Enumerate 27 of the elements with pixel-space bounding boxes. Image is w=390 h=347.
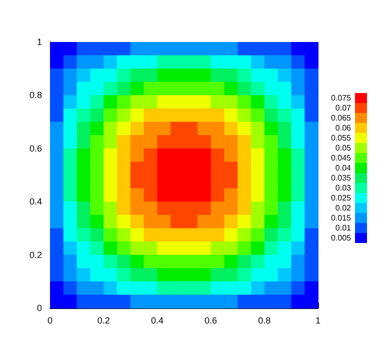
y-tick-label: 0.6	[29, 143, 42, 154]
color-bar-label: 0.035	[330, 174, 352, 182]
y-tick-label: 0.4	[29, 196, 42, 207]
color-bar-label: 0.065	[330, 114, 352, 122]
x-tick-label: 1	[315, 316, 321, 326]
y-tick-label: 0	[36, 303, 42, 313]
x-tick-label: 0.2	[97, 316, 110, 326]
x-tick-label: 0.6	[204, 316, 218, 326]
color-bar-label: 0.045	[330, 154, 352, 162]
y-tick-label: 1	[36, 37, 42, 47]
y-tick-label: 0.8	[29, 90, 42, 100]
y-tick-label: 0.2	[29, 250, 42, 260]
color-bar-label: 0.02	[335, 204, 352, 212]
color-bar-label: 0.025	[330, 194, 352, 202]
x-tick-label: 0	[47, 316, 53, 326]
color-bar-label: 0.015	[330, 214, 352, 222]
color-bar-label: 0.01	[335, 224, 352, 232]
color-bar-label: 0.075	[330, 94, 352, 102]
color-bar-label: 0.07	[335, 104, 352, 112]
color-bar-label: 0.05	[335, 144, 352, 152]
x-tick-label: 0.4	[150, 316, 164, 326]
color-bar-label: 0.055	[330, 134, 352, 142]
color-bar-label: 0.04	[335, 164, 352, 172]
x-tick-label: 0.8	[258, 316, 271, 326]
color-bar-label: 0.03	[335, 184, 352, 192]
color-bar-label: 0.005	[330, 234, 352, 242]
color-bar-label: 0.06	[335, 124, 352, 132]
